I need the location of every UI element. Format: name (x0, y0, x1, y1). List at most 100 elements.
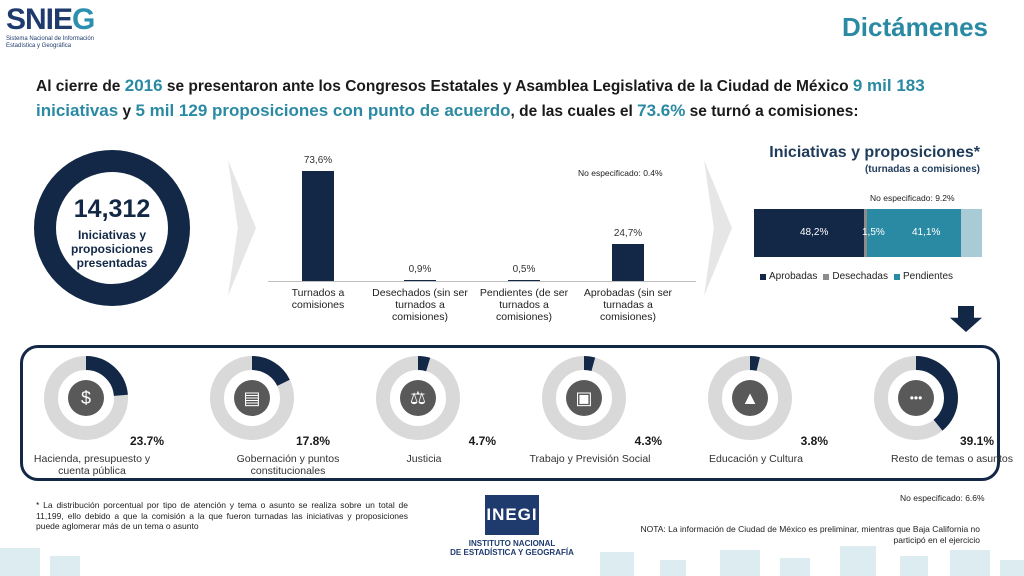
bar (612, 243, 644, 281)
briefcase-icon: ▣ (566, 380, 602, 416)
headline-part: y (118, 103, 136, 120)
headline-part: , de las cuales el (510, 103, 638, 120)
inegi-line2: DE ESTADÍSTICA Y GEOGRAFÍA (450, 548, 574, 557)
stack-segment (863, 209, 868, 257)
topic-percent: 39.1% (959, 434, 994, 448)
bar-category-label: Pendientes (de ser turnados a comisiones… (479, 287, 569, 323)
headline-pct: 73.6% (637, 101, 686, 120)
topic-donut: ▤ (208, 354, 296, 442)
topic-donut: $ (42, 354, 130, 442)
legend-label: Pendientes (902, 271, 954, 282)
topics-note: No especificado: 6.6% (900, 493, 985, 503)
donut-svg (874, 356, 958, 440)
donut-slice (44, 356, 128, 440)
topic-donut: ▲ (706, 354, 794, 442)
stack-legend: Aprobadas Desechadas Pendientes (760, 271, 953, 282)
donut-svg (542, 356, 626, 440)
more-dots-icon: ••• (898, 380, 934, 416)
money-bag-icon: $ (68, 380, 104, 416)
topic-label: Hacienda, presupuesto y cuenta pública (33, 453, 151, 477)
topic-donut: ⚖ (374, 354, 462, 442)
logo-word-c: G (72, 3, 95, 36)
stack-segment-unspecified (961, 209, 982, 257)
page-title: Dictámenes (842, 12, 988, 42)
topic-label: Educación y Cultura (709, 453, 803, 465)
legend-item: Desechadas (823, 271, 888, 282)
footnote: * La distribución porcentual por tipo de… (36, 500, 408, 531)
donut-slice (210, 356, 294, 440)
bar-category-label: Turnados a comisiones (291, 287, 345, 311)
chart-baseline (268, 281, 696, 282)
donut-slice (708, 356, 792, 440)
decorative-pattern (0, 546, 1024, 576)
legend-item: Aprobadas (760, 271, 817, 282)
stack-title: Iniciativas y proposiciones* (769, 144, 980, 161)
bar-value-label: 73,6% (303, 154, 333, 166)
topic-percent: 23.7% (129, 434, 164, 448)
total-value: 14,312 (73, 195, 151, 223)
stack-segment-label: 1,5% (862, 227, 885, 238)
topic-donut: ▣ (540, 354, 628, 442)
chevron-right-icon (228, 160, 256, 296)
chevron-right-icon (704, 160, 732, 296)
headline-year: 2016 (124, 76, 163, 95)
legend-item: Pendientes (893, 271, 954, 282)
graduation-cap-icon: ▲ (732, 380, 768, 416)
donut-svg (708, 356, 792, 440)
donut-svg (44, 356, 128, 440)
donut-svg (210, 356, 294, 440)
bar-category-label: Aprobadas (sin ser turnadas a comisiones… (583, 287, 673, 323)
bar-value-label: 0,5% (512, 264, 536, 276)
total-label: Iniciativas y proposiciones presentadas (70, 228, 153, 270)
topic-percent: 17.8% (295, 434, 330, 448)
logo-word-b: E (53, 3, 73, 36)
logo-word: SNIEG (6, 4, 118, 36)
stack-subtitle: (turnadas a comisiones) (864, 164, 980, 175)
topic-label: Trabajo y Previsión Social (529, 453, 651, 465)
bar-category-label: Desechados (sin ser turnados a comisione… (372, 287, 468, 323)
topic-percent: 4.3% (634, 434, 662, 448)
nota: NOTA: La información de Ciudad de México… (640, 524, 980, 545)
bar-chart-note: No especificado: 0.4% (578, 168, 663, 178)
bar (508, 280, 540, 282)
donut-svg (376, 356, 460, 440)
legend-swatch (760, 273, 766, 280)
donut-slice (376, 356, 460, 440)
legend-label: Aprobadas (769, 271, 818, 282)
donut-slice (542, 356, 626, 440)
legend-swatch (823, 273, 830, 280)
topic-label: Resto de temas o asuntos (891, 453, 1013, 465)
stack-note: No especificado: 9.2% (870, 193, 955, 203)
snieg-logo: SNIEG Sistema Nacional de Información Es… (6, 4, 118, 56)
topics-panel (20, 345, 1000, 481)
topic-label: Justicia (406, 453, 442, 465)
bar (404, 279, 436, 281)
bar (302, 170, 334, 281)
headline-proposiciones: 5 mil 129 proposiciones con punto de acu… (135, 101, 511, 120)
inegi-mark: INEGI (485, 495, 539, 535)
book-icon: ▤ (234, 380, 270, 416)
total-ring: 14,312 Iniciativas y proposiciones prese… (34, 150, 190, 306)
headline-iniciativas: 9 mil 183 iniciativas (36, 76, 925, 120)
stack-segment (754, 209, 864, 257)
logo-word-a: SNI (6, 3, 54, 36)
inegi-name: INSTITUTO NACIONAL DE ESTADÍSTICA Y GEOGR… (445, 539, 579, 557)
bar-value-label: 0,9% (408, 263, 432, 275)
stack-segment (867, 209, 961, 257)
topic-label: Gobernación y puntos constitucionales (236, 453, 340, 477)
legend-label: Desechadas (832, 271, 888, 282)
arrow-down-icon (950, 306, 982, 332)
headline: Al cierre de 2016 se presentaron ante lo… (36, 74, 996, 124)
legend-swatch (893, 273, 900, 280)
inegi-logo: INEGI INSTITUTO NACIONAL DE ESTADÍSTICA Y… (445, 495, 579, 561)
stacked-bar: 48,2% 1,5% 41,1% (754, 209, 982, 257)
topic-percent: 3.8% (800, 434, 828, 448)
logo-subtitle: Sistema Nacional de Información Estadíst… (6, 36, 95, 49)
inegi-line1: INSTITUTO NACIONAL (468, 539, 556, 548)
headline-part: Al cierre de (36, 78, 125, 95)
gavel-icon: ⚖ (400, 380, 436, 416)
status-bar-chart: 73,6% Turnados a comisiones 0,9% Desechados… (268, 140, 696, 330)
donut-slice (874, 356, 958, 440)
headline-part: se turnó a comisiones: (685, 103, 859, 120)
bar-value-label: 24,7% (613, 227, 643, 239)
